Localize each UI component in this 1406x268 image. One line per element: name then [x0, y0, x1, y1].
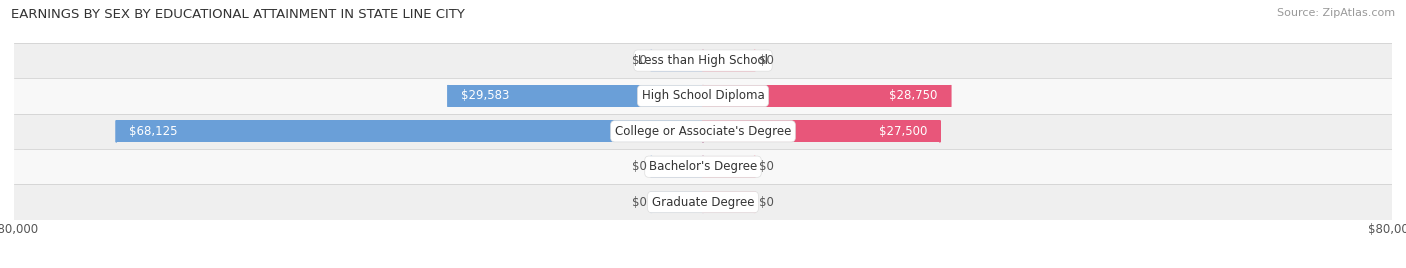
Text: $0: $0 — [633, 160, 647, 173]
Text: $27,500: $27,500 — [879, 125, 927, 138]
Bar — [449, 85, 703, 107]
Text: Less than High School: Less than High School — [638, 54, 768, 67]
Text: Source: ZipAtlas.com: Source: ZipAtlas.com — [1277, 8, 1395, 18]
Bar — [703, 191, 755, 213]
Text: Graduate Degree: Graduate Degree — [652, 196, 754, 209]
Bar — [703, 50, 755, 72]
Text: Bachelor's Degree: Bachelor's Degree — [650, 160, 756, 173]
Bar — [117, 120, 703, 142]
Text: $68,125: $68,125 — [129, 125, 177, 138]
Bar — [14, 149, 1392, 184]
Text: High School Diploma: High School Diploma — [641, 90, 765, 102]
Text: $0: $0 — [759, 196, 773, 209]
Bar — [703, 120, 939, 142]
Bar — [14, 78, 1392, 114]
Text: EARNINGS BY SEX BY EDUCATIONAL ATTAINMENT IN STATE LINE CITY: EARNINGS BY SEX BY EDUCATIONAL ATTAINMEN… — [11, 8, 465, 21]
Text: $29,583: $29,583 — [461, 90, 509, 102]
Bar — [651, 156, 703, 178]
Text: $0: $0 — [759, 160, 773, 173]
Text: $28,750: $28,750 — [890, 90, 938, 102]
Bar — [651, 191, 703, 213]
Text: $0: $0 — [633, 196, 647, 209]
Bar — [703, 156, 755, 178]
Text: $0: $0 — [759, 54, 773, 67]
Bar — [14, 114, 1392, 149]
Bar — [14, 184, 1392, 220]
Bar — [14, 43, 1392, 78]
Text: $0: $0 — [633, 54, 647, 67]
Bar — [703, 85, 950, 107]
Bar — [651, 50, 703, 72]
Text: College or Associate's Degree: College or Associate's Degree — [614, 125, 792, 138]
